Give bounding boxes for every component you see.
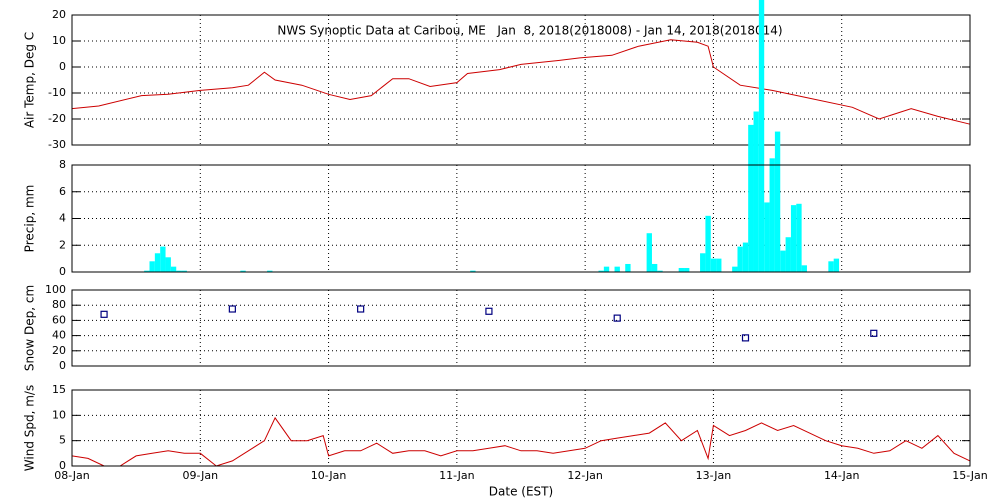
y-tick-label: 5 [59, 434, 66, 447]
bar [165, 257, 171, 272]
bar [737, 246, 743, 272]
point [613, 314, 621, 322]
y-tick-label: 15 [52, 383, 66, 396]
bar [790, 205, 797, 272]
y-tick-label: 10 [52, 408, 66, 421]
bar [154, 253, 161, 272]
bar [742, 242, 749, 272]
panel-frame [71, 14, 971, 146]
y-tick-label: 80 [52, 298, 66, 311]
bar [710, 258, 717, 272]
y-axis-label: Snow Dep, cm [23, 285, 37, 371]
point [100, 310, 108, 318]
bar [149, 261, 155, 272]
y-tick-label: 2 [59, 238, 66, 251]
y-tick-label: -30 [48, 138, 66, 151]
y-tick-label: 0 [59, 459, 66, 472]
bar [700, 253, 706, 272]
panel-frame [71, 289, 971, 367]
point [357, 305, 365, 313]
bar [769, 158, 775, 272]
y-tick-label: 20 [52, 8, 66, 21]
x-tick-label: 10-Jan [311, 469, 347, 482]
y-tick-label: 100 [45, 283, 66, 296]
bar [785, 237, 791, 272]
y-tick-label: 0 [59, 265, 66, 278]
x-axis-label: Date (EST) [489, 485, 553, 499]
panel-frame [71, 164, 971, 273]
bar [780, 250, 786, 272]
panel-frame [71, 389, 971, 467]
y-tick-label: 10 [52, 34, 66, 47]
y-tick-label: 0 [59, 359, 66, 372]
bar [684, 267, 690, 272]
y-axis-label: Precip, mm [23, 185, 37, 253]
bar [774, 131, 781, 272]
data-line [71, 39, 971, 125]
bar [267, 270, 273, 272]
x-tick-label: 09-Jan [183, 469, 219, 482]
x-tick-label: 12-Jan [567, 469, 603, 482]
point [228, 305, 236, 313]
bar [796, 203, 802, 272]
data-line [71, 416, 971, 467]
y-axis-label: Wind Spd, m/s [23, 385, 37, 471]
y-tick-label: 60 [52, 313, 66, 326]
bar [170, 266, 177, 272]
y-tick-label: 20 [52, 344, 66, 357]
point [870, 329, 878, 337]
y-tick-label: -10 [48, 86, 66, 99]
point [741, 334, 750, 342]
bar [764, 202, 770, 272]
bar [646, 233, 652, 272]
x-tick-label: 13-Jan [696, 469, 732, 482]
bar [716, 258, 722, 272]
bar [176, 270, 182, 272]
bar [748, 124, 754, 272]
y-axis-label: Air Temp, Deg C [23, 32, 37, 128]
bar [160, 246, 166, 272]
bar [828, 261, 834, 272]
bar [705, 215, 711, 272]
x-tick-label: 11-Jan [439, 469, 475, 482]
bar [651, 263, 658, 272]
bar [657, 270, 663, 272]
bar [470, 270, 476, 272]
bar [614, 266, 620, 272]
bar [240, 270, 246, 272]
y-tick-label: 4 [59, 212, 66, 225]
bar [678, 267, 685, 272]
y-tick-label: 40 [52, 329, 66, 342]
bar [181, 270, 187, 272]
bar [625, 263, 631, 272]
bar [833, 258, 840, 272]
point [485, 307, 493, 315]
bar [144, 270, 150, 272]
y-tick-label: -20 [48, 112, 66, 125]
bar [801, 265, 807, 272]
bar [603, 266, 610, 272]
x-tick-label: 08-Jan [54, 469, 90, 482]
y-tick-label: 0 [59, 60, 66, 73]
x-tick-label: 14-Jan [824, 469, 860, 482]
bar [753, 111, 759, 272]
bar [758, 0, 765, 272]
x-tick-label: 15-Jan [952, 469, 988, 482]
bar [598, 270, 604, 272]
y-tick-label: 6 [59, 185, 66, 198]
chart-title: NWS Synoptic Data at Caribou, ME Jan 8, … [277, 24, 782, 38]
bar [732, 266, 738, 272]
y-tick-label: 8 [59, 158, 66, 171]
